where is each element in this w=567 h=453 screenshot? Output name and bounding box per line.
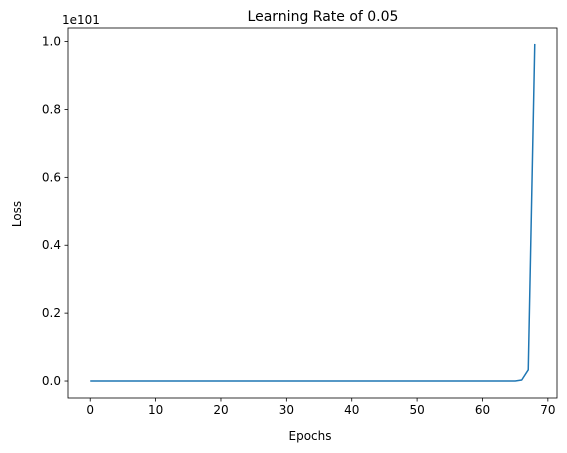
x-tick-label: 50 [409, 403, 424, 417]
x-tick-label: 20 [213, 403, 228, 417]
axes-frame [67, 27, 558, 399]
y-axis-label: Loss [10, 201, 24, 227]
x-tick-label: 30 [279, 403, 294, 417]
chart-title: Learning Rate of 0.05 [248, 9, 399, 25]
x-tick-label: 10 [148, 403, 163, 417]
x-tick-label: 40 [344, 403, 359, 417]
y-tick-label: 0.6 [42, 170, 61, 184]
x-axis-label: Epochs [289, 429, 332, 443]
y-tick-label: 1.0 [42, 35, 61, 49]
x-tick-label: 0 [86, 403, 94, 417]
y-tick-label: 0.2 [42, 306, 61, 320]
y-tick-label: 0.0 [42, 374, 61, 388]
plot-area: 0 10 20 30 40 50 60 70 0.0 0.2 0.4 0.6 0.8 1.0 [42, 27, 558, 417]
y-tick-label: 0.8 [42, 102, 61, 116]
y-tick-label: 0.4 [42, 238, 61, 252]
y-offset-text: 1e101 [62, 13, 100, 27]
x-tick-label: 60 [475, 403, 490, 417]
x-tick-label: 70 [540, 403, 555, 417]
loss-series-line [90, 43, 536, 382]
